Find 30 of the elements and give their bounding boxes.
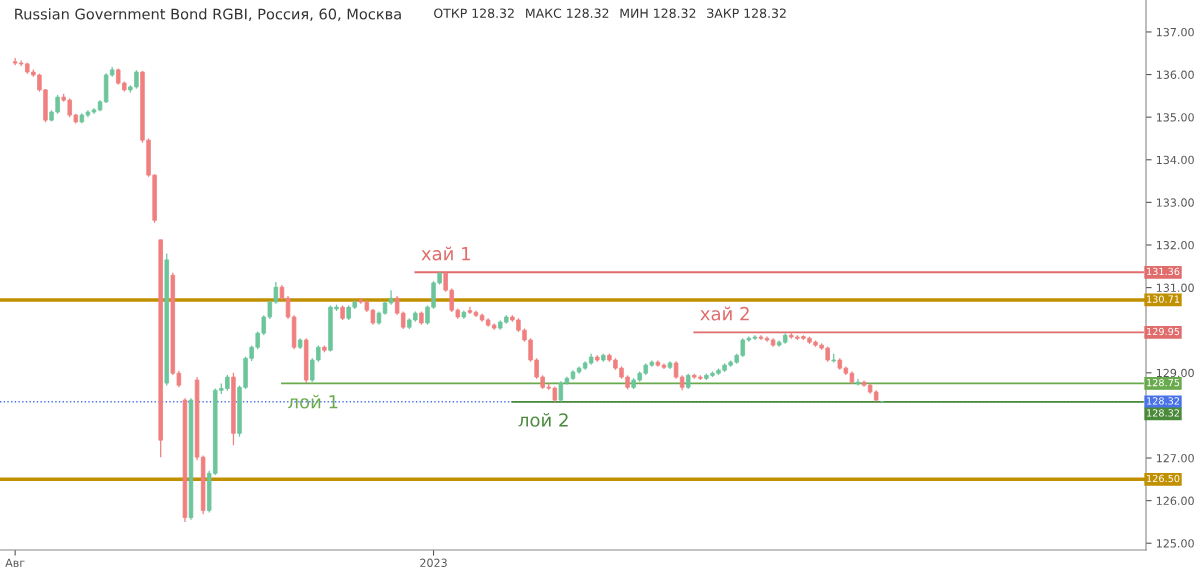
y-tick-label: 132.00 bbox=[1156, 240, 1194, 250]
data-label: 131.36 bbox=[1147, 267, 1180, 276]
y-tick-label: 125.00 bbox=[1156, 539, 1194, 548]
y-tick-label: 135.00 bbox=[1156, 113, 1194, 122]
x-tick-label: Авг bbox=[5, 558, 25, 567]
annotation: МИН 128.32 bbox=[620, 8, 696, 18]
candlestick bbox=[285, 295, 291, 320]
data-label: 128.32 bbox=[1147, 409, 1180, 417]
series-label: хай 1 bbox=[421, 246, 470, 261]
y-tick-label: 137.00 bbox=[1156, 27, 1194, 37]
y-tick-label: 134.00 bbox=[1156, 155, 1194, 165]
ref-line-label: 126.50 bbox=[1147, 474, 1180, 483]
x-tick-label: 2023 bbox=[420, 558, 447, 567]
annotation: ЗАКР 128.32 bbox=[707, 8, 786, 18]
y-tick-label: 133.00 bbox=[1156, 198, 1194, 207]
annotation: МАКС 128.32 bbox=[526, 8, 609, 18]
data-label: 129.95 bbox=[1147, 327, 1180, 336]
ref-line-label: 130.71 bbox=[1147, 295, 1180, 303]
y-tick-label: 129.00 bbox=[1156, 368, 1194, 378]
series-label: лой 2 bbox=[518, 412, 568, 427]
series-label: хай 2 bbox=[700, 306, 749, 321]
series-label: лой 1 bbox=[288, 394, 338, 409]
y-tick-label: 136.00 bbox=[1156, 70, 1194, 79]
y-tick-label: 131.00 bbox=[1156, 283, 1194, 292]
y-tick-label: 126.00 bbox=[1156, 496, 1194, 506]
annotation: ОТКР 128.32 bbox=[434, 8, 514, 18]
ref-line-label: 128.32 bbox=[1147, 397, 1180, 405]
data-label: 128.75 bbox=[1147, 378, 1180, 387]
y-tick-label: 127.00 bbox=[1156, 453, 1194, 463]
text: Russian Government Bond RGBI, Россия, 60, Москва bbox=[15, 8, 401, 22]
